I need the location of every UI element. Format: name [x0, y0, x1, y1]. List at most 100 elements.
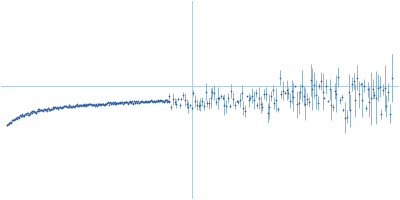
- Point: [103, 102, 109, 105]
- Point: [233, 99, 240, 103]
- Point: [318, 79, 324, 83]
- Point: [20, 114, 26, 118]
- Point: [140, 100, 146, 103]
- Point: [60, 106, 66, 109]
- Point: [250, 98, 257, 101]
- Point: [282, 91, 288, 94]
- Point: [368, 97, 374, 100]
- Point: [370, 87, 376, 91]
- Point: [40, 109, 46, 113]
- Point: [7, 121, 13, 124]
- Point: [27, 112, 34, 115]
- Point: [300, 95, 307, 98]
- Point: [50, 107, 56, 110]
- Point: [270, 88, 276, 91]
- Point: [271, 102, 278, 105]
- Point: [154, 100, 161, 103]
- Point: [34, 109, 40, 113]
- Point: [58, 106, 65, 109]
- Point: [120, 102, 126, 105]
- Point: [188, 106, 195, 109]
- Point: [160, 99, 167, 103]
- Point: [147, 100, 154, 103]
- Point: [126, 101, 133, 104]
- Point: [102, 102, 108, 105]
- Point: [83, 103, 90, 106]
- Point: [67, 104, 73, 107]
- Point: [299, 85, 305, 88]
- Point: [102, 103, 108, 106]
- Point: [143, 100, 149, 103]
- Point: [62, 105, 68, 108]
- Point: [371, 93, 378, 96]
- Point: [22, 112, 28, 115]
- Point: [288, 90, 295, 93]
- Point: [218, 95, 224, 98]
- Point: [107, 101, 114, 104]
- Point: [26, 112, 33, 115]
- Point: [111, 101, 117, 104]
- Point: [79, 104, 85, 107]
- Point: [150, 100, 157, 103]
- Point: [276, 76, 283, 79]
- Point: [158, 100, 165, 103]
- Point: [213, 100, 219, 104]
- Point: [283, 89, 290, 92]
- Point: [311, 84, 317, 87]
- Point: [100, 103, 106, 106]
- Point: [60, 104, 67, 108]
- Point: [74, 104, 80, 107]
- Point: [168, 105, 174, 108]
- Point: [65, 105, 71, 109]
- Point: [114, 102, 120, 105]
- Point: [100, 102, 107, 105]
- Point: [122, 101, 128, 104]
- Point: [101, 103, 107, 106]
- Point: [359, 98, 366, 101]
- Point: [81, 102, 88, 105]
- Point: [166, 94, 172, 97]
- Point: [13, 117, 19, 120]
- Point: [292, 85, 298, 88]
- Point: [159, 100, 165, 103]
- Point: [280, 89, 286, 92]
- Point: [235, 100, 242, 104]
- Point: [176, 104, 183, 107]
- Point: [138, 100, 144, 103]
- Point: [66, 103, 73, 106]
- Point: [136, 101, 142, 104]
- Point: [137, 100, 143, 104]
- Point: [259, 105, 266, 108]
- Point: [146, 99, 153, 103]
- Point: [180, 94, 186, 97]
- Point: [69, 105, 75, 108]
- Point: [112, 102, 118, 105]
- Point: [17, 114, 23, 117]
- Point: [79, 104, 86, 107]
- Point: [51, 107, 57, 110]
- Point: [14, 116, 20, 119]
- Point: [266, 105, 272, 108]
- Point: [34, 108, 41, 111]
- Point: [306, 101, 312, 104]
- Point: [28, 110, 34, 113]
- Point: [8, 121, 14, 124]
- Point: [139, 100, 146, 104]
- Point: [66, 105, 72, 108]
- Point: [29, 111, 36, 114]
- Point: [90, 103, 97, 106]
- Point: [16, 116, 22, 119]
- Point: [92, 104, 98, 107]
- Point: [64, 105, 71, 108]
- Point: [326, 88, 333, 91]
- Point: [382, 87, 388, 90]
- Point: [123, 100, 130, 103]
- Point: [59, 106, 66, 109]
- Point: [82, 104, 89, 107]
- Point: [244, 95, 250, 98]
- Point: [221, 103, 228, 106]
- Point: [11, 118, 17, 121]
- Point: [4, 123, 10, 126]
- Point: [75, 104, 81, 108]
- Point: [249, 94, 255, 97]
